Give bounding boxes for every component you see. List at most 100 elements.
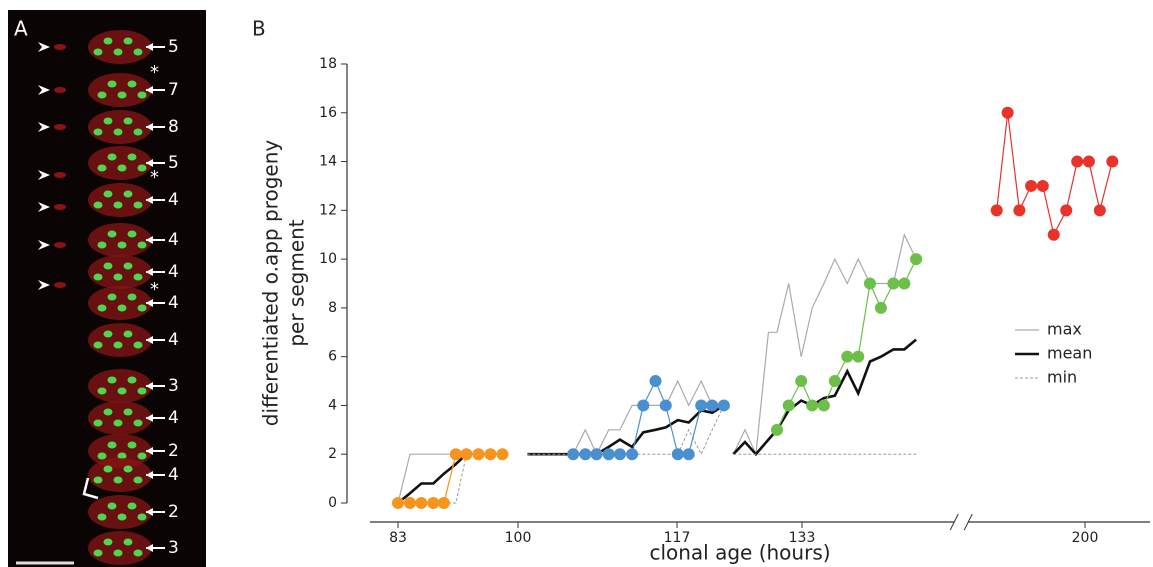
cell-count: 4 (168, 230, 179, 250)
data-point (472, 448, 485, 461)
nucleus (113, 128, 123, 136)
nucleus (117, 304, 127, 312)
legend-label: max (1047, 320, 1082, 339)
data-point (567, 448, 580, 461)
cell-count: 2 (168, 441, 179, 461)
nucleus (133, 201, 143, 209)
nucleus (107, 80, 117, 88)
y-tick-label: 0 (328, 495, 337, 511)
y-axis-label: differentiated o.app progeny (259, 140, 283, 427)
nucleus (123, 465, 133, 473)
data-point (427, 497, 440, 509)
nucleus (133, 476, 143, 484)
data-point (863, 277, 876, 290)
data-point (828, 375, 841, 388)
data-point (717, 399, 730, 412)
nucleus (123, 262, 133, 270)
nucleus (97, 387, 107, 395)
data-point (782, 399, 795, 412)
legend-label: min (1047, 368, 1077, 387)
nucleus (107, 230, 117, 238)
cell-count: 5 (168, 37, 179, 57)
nucleus (133, 549, 143, 557)
cell-cluster (88, 531, 152, 565)
y-tick-label: 12 (319, 202, 337, 218)
arrow-head (146, 196, 153, 204)
cell-cluster (88, 401, 152, 435)
arrowhead (38, 170, 50, 180)
nucleus (93, 476, 103, 484)
arrow-head (146, 414, 153, 422)
arrow-head (146, 236, 153, 244)
x-axis-label: clonal age (hours) (649, 541, 830, 565)
data-point (671, 448, 684, 461)
data-point (484, 448, 497, 461)
nucleus (103, 330, 113, 338)
y-tick-label: 18 (319, 56, 337, 72)
cell-cluster (88, 223, 152, 257)
x-tick-label: 100 (505, 530, 532, 546)
arrowhead (38, 42, 50, 52)
data-point (695, 399, 708, 412)
arrowhead (38, 122, 50, 132)
data-point (806, 399, 819, 412)
data-point (626, 448, 639, 461)
nucleus (127, 230, 137, 238)
data-point (649, 375, 662, 388)
data-point (910, 253, 923, 266)
arrow-head (146, 508, 153, 516)
cells (88, 30, 152, 565)
nucleus (93, 549, 103, 557)
nucleus (137, 513, 147, 521)
y-axis-label: per segment (285, 219, 309, 346)
data-point (659, 399, 672, 412)
nucleus (97, 304, 107, 312)
nucleus (117, 164, 127, 172)
nucleus (123, 37, 133, 45)
asterisk: * (150, 62, 159, 83)
nucleus (117, 91, 127, 99)
arrow-head (146, 382, 153, 390)
nucleus (133, 48, 143, 56)
data-point (392, 497, 404, 509)
data-point (990, 204, 1003, 217)
nucleus (117, 387, 127, 395)
data-point (637, 399, 650, 412)
cell-cluster (88, 30, 152, 64)
nucleus (113, 549, 123, 557)
cell (54, 124, 66, 130)
nucleus (107, 293, 117, 301)
series-line (398, 453, 503, 504)
nucleus (123, 538, 133, 546)
cell-cluster (88, 458, 152, 492)
data-point (898, 277, 911, 290)
nucleus (127, 80, 137, 88)
data-point (496, 448, 509, 461)
nucleus (97, 513, 107, 521)
nucleus (107, 441, 117, 449)
nucleus (103, 465, 113, 473)
cell-cluster (88, 434, 152, 468)
data-point (682, 448, 695, 461)
nucleus (133, 128, 143, 136)
nucleus (137, 91, 147, 99)
cell-cluster (88, 146, 152, 180)
y-tick-label: 2 (328, 446, 337, 462)
nucleus (93, 419, 103, 427)
asterisk: * (150, 279, 159, 300)
data-point (1071, 155, 1084, 168)
data-point (579, 448, 592, 461)
nucleus (113, 341, 123, 349)
nucleus (117, 241, 127, 249)
cell-cluster (88, 183, 152, 217)
cell-cluster (88, 255, 152, 289)
nucleus (97, 91, 107, 99)
nucleus (113, 201, 123, 209)
data-point (460, 448, 473, 461)
data-point (1001, 106, 1014, 119)
y-tick-label: 14 (319, 154, 337, 170)
data-point (1106, 155, 1119, 168)
nucleus (137, 241, 147, 249)
arrow-head (146, 43, 153, 51)
nucleus (103, 190, 113, 198)
